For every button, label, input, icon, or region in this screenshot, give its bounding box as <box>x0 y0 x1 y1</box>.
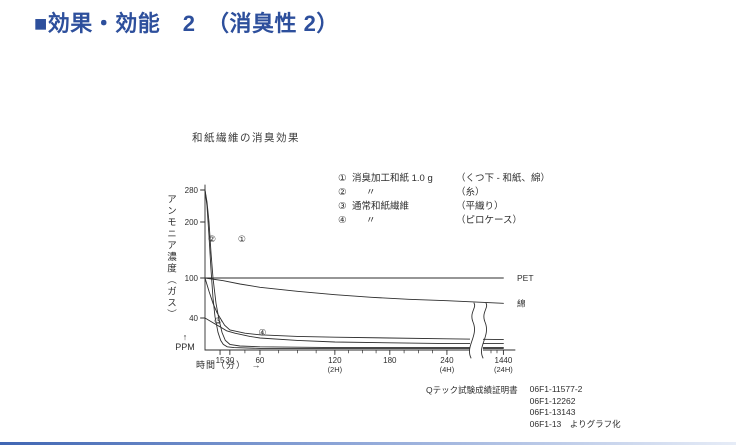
bottom-accent-bar <box>0 442 736 445</box>
source-ref: 06F1-13 よりグラフ化 <box>529 418 621 429</box>
svg-text:240: 240 <box>440 356 454 365</box>
legend-name: 〃 <box>366 215 376 226</box>
legend-marker: ② <box>338 187 347 198</box>
svg-text:280: 280 <box>185 186 199 195</box>
legend-item: ④ 〃 （ピロケース） <box>338 214 550 228</box>
source-ref: 06F1-12262 <box>529 395 576 406</box>
y-axis-unit: ↑ PPM <box>168 332 202 352</box>
legend-detail: （くつ下 - 和紙、綿） <box>456 173 550 184</box>
svg-text:200: 200 <box>185 218 199 227</box>
svg-text:(2H): (2H) <box>328 365 343 374</box>
legend-detail: （糸） <box>456 187 485 198</box>
legend-item: ② 〃 （糸） <box>338 186 550 200</box>
source-note: Qテック試験成績証明書 06F1-11577-2 06F1-12262 06F1… <box>426 384 621 430</box>
svg-text:③: ③ <box>214 316 222 326</box>
legend-marker: ③ <box>338 201 347 212</box>
svg-text:②: ② <box>208 234 216 244</box>
svg-text:①: ① <box>238 234 246 244</box>
slide-title: ■効果・効能 2 （消臭性 2） <box>34 11 339 36</box>
svg-text:100: 100 <box>185 274 199 283</box>
legend-name: 通常和紙繊維 <box>352 201 410 212</box>
legend-detail: （ピロケース） <box>456 215 523 226</box>
svg-text:40: 40 <box>189 314 198 323</box>
y-axis-label: アンモニア濃度（ガス） <box>165 194 176 321</box>
figure-scan: 和紙繊維の消臭効果 ① 消臭加工和紙 1.0 g （くつ下 - 和紙、綿） ② … <box>130 108 730 442</box>
legend-marker: ① <box>338 173 347 184</box>
legend-item: ③ 通常和紙繊維 （平織り） <box>338 200 550 214</box>
legend-item: ① 消臭加工和紙 1.0 g （くつ下 - 和紙、綿） <box>338 172 550 186</box>
y-unit-text: PPM <box>175 342 195 352</box>
x-axis-label: 時間（分） → <box>196 360 262 370</box>
svg-text:15: 15 <box>216 356 225 365</box>
svg-text:(24H): (24H) <box>494 365 513 374</box>
svg-text:PET: PET <box>517 273 534 283</box>
source-refs: 06F1-11577-2 06F1-12262 06F1-13143 06F1-… <box>530 384 621 430</box>
svg-text:120: 120 <box>328 356 342 365</box>
chart-title: 和紙繊維の消臭効果 <box>192 132 300 144</box>
svg-text:60: 60 <box>255 356 264 365</box>
source-label: Qテック試験成績証明書 <box>426 385 518 395</box>
svg-text:④: ④ <box>258 327 266 337</box>
chart-legend: ① 消臭加工和紙 1.0 g （くつ下 - 和紙、綿） ② 〃 （糸） ③ 通常… <box>338 172 550 228</box>
svg-text:180: 180 <box>383 356 397 365</box>
legend-detail: （平織り） <box>456 201 504 212</box>
svg-text:30: 30 <box>225 356 234 365</box>
svg-text:綿: 綿 <box>517 298 526 308</box>
source-ref: 06F1-11577-2 <box>529 384 583 394</box>
up-arrow-icon: ↑ <box>182 332 188 342</box>
legend-name: 〃 <box>366 187 376 198</box>
source-ref: 06F1-13143 <box>529 407 576 417</box>
deodorizing-effect-line-chart: 280 200 100 40 15 30 60 120(2H) 180 240(4H) 1440(2… <box>185 184 534 374</box>
svg-text:1440: 1440 <box>495 356 513 365</box>
svg-text:(4H): (4H) <box>440 365 455 374</box>
legend-name: 消臭加工和紙 1.0 g <box>352 173 433 184</box>
legend-marker: ④ <box>338 215 347 226</box>
